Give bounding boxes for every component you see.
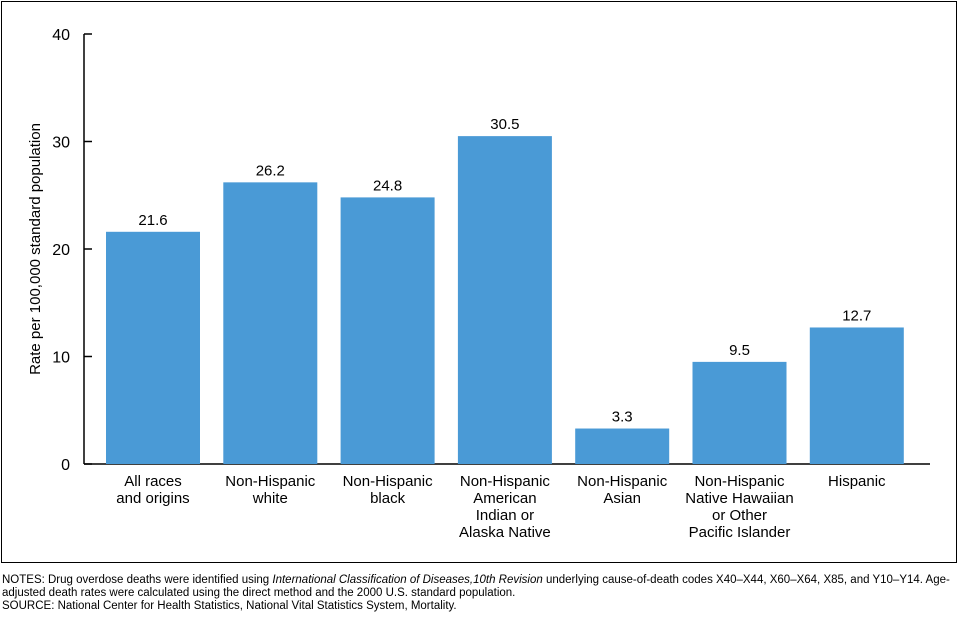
bar-value-label: 12.7	[842, 307, 871, 324]
bar	[809, 327, 904, 464]
bar-chart: 0 10 20 30 40 Rate per 100,000 standard popul…	[27, 27, 930, 541]
notes-prefix: NOTES: Drug overdose deaths were identif…	[2, 574, 273, 586]
y-tick-label: 40	[52, 27, 70, 44]
x-tick-label-line: Indian or	[476, 507, 534, 524]
x-tick-label: Non-Hispanic Native Hawaiian or Other Pacif…	[685, 473, 793, 541]
x-tick-label-line: or Other	[712, 507, 767, 524]
x-tick-label-line: Non-Hispanic	[577, 473, 668, 490]
bar-value-label: 3.3	[612, 409, 633, 426]
x-tick-label-line: and origins	[116, 490, 189, 507]
notes-italic: International Classification of Diseases…	[272, 574, 543, 586]
x-tick-label-line: All races	[124, 473, 182, 490]
bar-value-label: 24.8	[373, 177, 402, 194]
bar	[575, 428, 670, 464]
y-tick-label: 10	[52, 350, 70, 367]
bar	[457, 136, 552, 464]
bar	[692, 361, 787, 464]
y-tick-label: 30	[52, 135, 70, 152]
x-tick-label-line: Native Hawaiian	[685, 490, 793, 507]
x-tick-label: Non-Hispanic black	[343, 473, 434, 507]
x-tick-label-line: Alaska Native	[459, 524, 551, 541]
bar	[340, 197, 435, 464]
chart-notes: NOTES: Drug overdose deaths were identif…	[2, 574, 952, 613]
x-tick-label: Non-Hispanic Asian	[577, 473, 668, 507]
x-tick-label: All races and origins	[116, 473, 189, 507]
x-tick-label-line: Non-Hispanic	[694, 473, 785, 490]
x-tick-label-line: Pacific Islander	[689, 524, 791, 541]
bar-value-label: 21.6	[138, 212, 167, 229]
x-tick-label-line: Non-Hispanic	[343, 473, 434, 490]
y-tick-label: 20	[52, 242, 70, 259]
x-tick-label-line: white	[252, 490, 288, 507]
source-text: SOURCE: National Center for Health Stati…	[2, 600, 457, 612]
chart-frame	[1, 1, 957, 563]
bar-value-label: 26.2	[256, 162, 285, 179]
x-tick-label-line: Hispanic	[828, 473, 886, 490]
bar-value-label: 30.5	[490, 116, 519, 133]
x-tick-label-line: Non-Hispanic	[225, 473, 316, 490]
x-tick-label: Non-Hispanic American Indian or Alaska Nati…	[459, 473, 551, 541]
x-tick-label-line: Asian	[603, 490, 641, 507]
y-axis-label: Rate per 100,000 standard population	[27, 123, 44, 375]
y-tick-label: 0	[61, 457, 70, 474]
bar	[106, 231, 200, 464]
x-tick-label: Non-Hispanic white	[225, 473, 316, 507]
x-tick-label-line: black	[370, 490, 406, 507]
x-tick-label: Hispanic	[828, 473, 886, 490]
notes-text: NOTES: Drug overdose deaths were identif…	[2, 574, 952, 600]
bar	[223, 182, 318, 464]
bar-value-label: 9.5	[729, 342, 750, 359]
notes-suffix: underlying cause-of-death codes X40–X44,…	[2, 574, 950, 599]
x-tick-label-line: Non-Hispanic	[460, 473, 551, 490]
x-tick-label-line: American	[473, 490, 536, 507]
